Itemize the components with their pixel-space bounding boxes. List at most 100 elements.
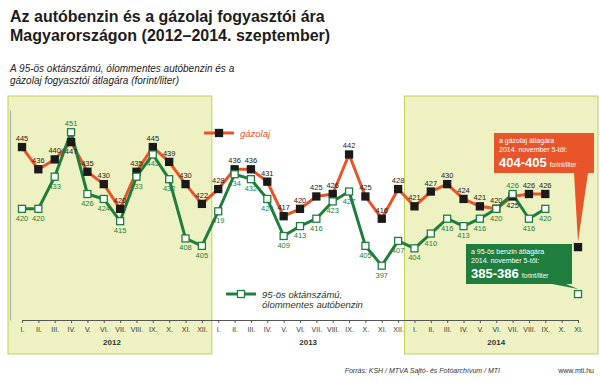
data-label: 425	[359, 183, 372, 192]
marker	[493, 205, 500, 212]
marker	[264, 195, 271, 202]
note: a gázolaj átlagára2014. november 5-től:4…	[494, 133, 594, 242]
note-text: 2014. november 5-től:	[471, 257, 539, 264]
x-tick-mark	[22, 320, 23, 323]
data-label: 421	[474, 193, 487, 202]
marker	[84, 168, 91, 175]
x-tick-mark	[71, 320, 72, 323]
x-tick-label: V.	[281, 326, 287, 333]
data-label: 424	[98, 204, 111, 213]
x-tick: VI.	[296, 320, 305, 333]
note-value: 385-386forint/liter	[471, 266, 549, 281]
marker	[51, 173, 58, 180]
data-label: 426	[539, 181, 552, 190]
x-tick-mark	[431, 320, 432, 323]
marker	[460, 223, 467, 230]
x-tick-label: IV.	[460, 326, 468, 333]
note-text: a 95-ös benzin átlagára	[471, 248, 544, 256]
marker	[346, 188, 353, 195]
x-tick-mark	[496, 320, 497, 323]
data-label: 397	[376, 271, 389, 280]
marker	[149, 144, 156, 151]
data-label: 432	[163, 184, 176, 193]
marker	[378, 262, 385, 269]
data-label: 430	[98, 171, 111, 180]
data-label: 426	[326, 181, 339, 190]
x-tick-mark	[513, 320, 514, 323]
website: www.mti.hu	[557, 367, 594, 374]
marker	[476, 203, 483, 210]
data-label: 405	[359, 251, 372, 260]
note-unit: forint/liter	[522, 272, 550, 279]
x-tick: VI.	[100, 320, 109, 333]
legend-marker	[216, 130, 223, 137]
x-tick-mark	[529, 320, 530, 323]
note-box	[466, 244, 572, 284]
marker	[117, 218, 124, 225]
legend-label: 95-ös oktánszámú,ólommentes autóbenzin	[262, 289, 363, 311]
x-tick-label: VI.	[492, 326, 501, 333]
data-label: 422	[196, 191, 209, 200]
data-label: 413	[294, 231, 307, 240]
data-label: 435	[81, 159, 94, 168]
title: Az autóbenzin és a gázolaj fogyasztói ár…	[10, 8, 330, 44]
x-tick: VIII.	[327, 320, 340, 333]
x-tick-label: V.	[85, 326, 91, 333]
x-tick: III.	[444, 320, 452, 333]
x-tick: IX.	[542, 320, 551, 333]
data-label: 432	[245, 184, 258, 193]
legend-marker	[238, 291, 245, 298]
year-label: 2013	[299, 338, 317, 347]
data-label: 420	[490, 196, 503, 205]
x-tick-mark	[480, 320, 481, 323]
data-label: 430	[179, 171, 192, 180]
marker	[117, 205, 124, 212]
data-label: 439	[163, 149, 176, 158]
marker	[100, 195, 107, 202]
x-tick-mark	[202, 320, 203, 323]
data-label: 420	[114, 196, 127, 205]
x-tick-mark	[545, 320, 546, 323]
year-panel	[404, 96, 598, 354]
x-tick: III.	[51, 320, 59, 333]
x-tick-mark	[300, 320, 301, 323]
x-tick-mark	[578, 320, 579, 323]
data-label: 409	[277, 241, 290, 250]
x-tick-label: VIII.	[523, 326, 536, 333]
marker	[509, 191, 516, 198]
x-tick-label: IX.	[345, 326, 354, 333]
x-tick: V.	[85, 320, 91, 333]
x-tick: V.	[477, 320, 483, 333]
data-label: 420	[16, 214, 29, 223]
x-tick-label: I.	[217, 326, 221, 333]
x-tick: X.	[559, 320, 566, 333]
marker	[313, 215, 320, 222]
year-label: 2012	[103, 338, 121, 347]
data-label: 405	[196, 251, 209, 260]
marker	[182, 181, 189, 188]
x-tick-mark	[235, 320, 236, 323]
x-tick: IV.	[460, 320, 468, 333]
x-tick-mark	[382, 320, 383, 323]
x-tick-mark	[349, 320, 350, 323]
x-tick: II.	[232, 320, 238, 333]
marker	[247, 176, 254, 183]
marker	[329, 198, 336, 205]
marker	[198, 242, 205, 249]
x-tick-mark	[316, 320, 317, 323]
data-label: 425	[310, 183, 323, 192]
x-tick: IV.	[68, 320, 76, 333]
text-line: ólommentes autóbenzin	[262, 299, 363, 310]
x-tick-label: VIII.	[131, 326, 144, 333]
x-tick-label: VI.	[296, 326, 305, 333]
x-tick-mark	[153, 320, 154, 323]
legend-entry: gázolaj	[204, 128, 271, 139]
marker	[68, 129, 75, 136]
x-tick: VII.	[508, 320, 519, 333]
x-tick-label: XI.	[378, 326, 387, 333]
x-tick-label: III.	[444, 326, 452, 333]
data-label: 442	[147, 159, 160, 168]
x-tick-label: IX.	[149, 326, 158, 333]
note-highlight: 404-405	[499, 155, 547, 170]
marker	[198, 200, 205, 207]
